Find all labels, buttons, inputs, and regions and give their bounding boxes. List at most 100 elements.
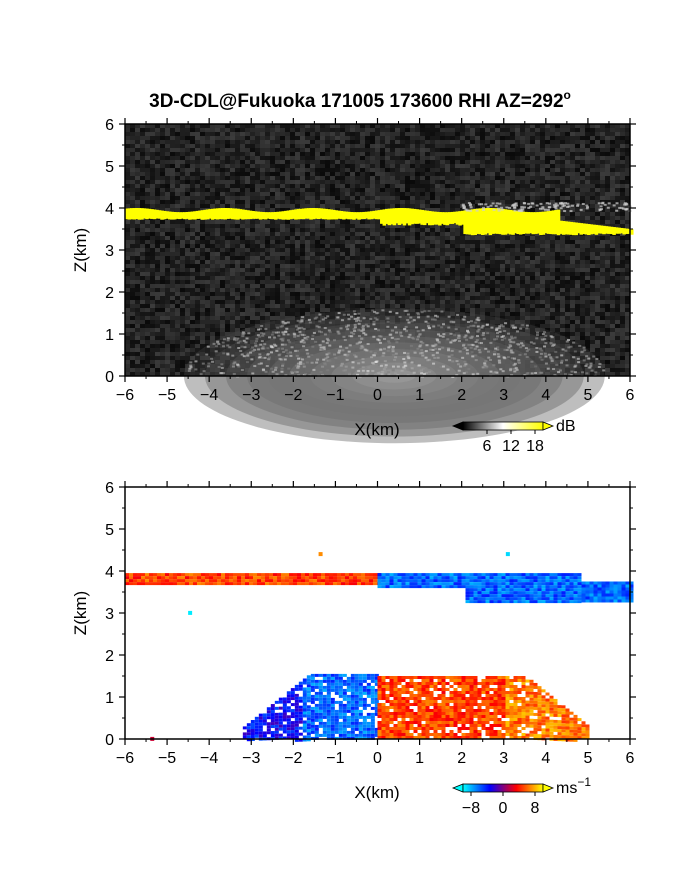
- noise-cell: [180, 164, 185, 168]
- noise-cell: [270, 196, 275, 200]
- noise-cell: [515, 284, 520, 288]
- noise-cell: [445, 132, 450, 136]
- noise-cell: [160, 300, 165, 304]
- noise-cell: [165, 292, 170, 296]
- noise-cell: [195, 144, 200, 148]
- noise-cell: [425, 124, 430, 128]
- noise-cell: [255, 188, 260, 192]
- noise-cell: [190, 124, 195, 128]
- noise-cell: [150, 152, 155, 156]
- noise-cell: [275, 308, 280, 312]
- noise-cell: [330, 280, 335, 284]
- noise-cell: [195, 292, 200, 296]
- noise-cell: [540, 308, 545, 312]
- noise-cell: [625, 220, 630, 224]
- noise-cell: [530, 128, 535, 132]
- noise-cell: [620, 124, 625, 128]
- noise-cell: [285, 196, 290, 200]
- noise-cell: [600, 272, 605, 276]
- noise-cell: [345, 268, 350, 272]
- noise-cell: [460, 172, 465, 176]
- noise-cell: [475, 164, 480, 168]
- noise-cell: [285, 168, 290, 172]
- noise-cell: [330, 180, 335, 184]
- noise-cell: [350, 160, 355, 164]
- noise-cell: [165, 248, 170, 252]
- noise-cell: [405, 128, 410, 132]
- noise-cell: [430, 312, 435, 316]
- noise-cell: [330, 164, 335, 168]
- noise-cell: [335, 276, 340, 280]
- noise-cell: [390, 292, 395, 296]
- noise-cell: [355, 256, 360, 260]
- noise-cell: [580, 156, 585, 160]
- noise-cell: [375, 260, 380, 264]
- noise-cell: [315, 244, 320, 248]
- noise-cell: [245, 140, 250, 144]
- noise-cell: [495, 240, 500, 244]
- noise-cell: [555, 184, 560, 188]
- noise-cell: [320, 320, 325, 324]
- noise-cell: [580, 312, 585, 316]
- noise-cell: [135, 160, 140, 164]
- noise-cell: [170, 300, 175, 304]
- noise-cell: [560, 312, 565, 316]
- noise-cell: [180, 148, 185, 152]
- noise-cell: [620, 260, 625, 264]
- noise-cell: [225, 280, 230, 284]
- noise-cell: [220, 180, 225, 184]
- noise-cell: [230, 240, 235, 244]
- noise-cell: [350, 304, 355, 308]
- noise-cell: [255, 220, 260, 224]
- noise-cell: [545, 172, 550, 176]
- noise-cell: [535, 128, 540, 132]
- noise-cell: [550, 240, 555, 244]
- noise-cell: [455, 288, 460, 292]
- noise-cell: [395, 184, 400, 188]
- noise-cell: [495, 296, 500, 300]
- noise-cell: [150, 288, 155, 292]
- noise-cell: [310, 192, 315, 196]
- noise-cell: [250, 132, 255, 136]
- noise-cell: [210, 312, 215, 316]
- noise-cell: [385, 200, 390, 204]
- noise-cell: [195, 148, 200, 152]
- noise-cell: [550, 152, 555, 156]
- noise-cell: [275, 236, 280, 240]
- noise-cell: [505, 316, 510, 320]
- noise-cell: [325, 204, 330, 208]
- noise-cell: [225, 220, 230, 224]
- noise-cell: [395, 240, 400, 244]
- noise-cell: [150, 252, 155, 256]
- noise-cell: [345, 292, 350, 296]
- noise-cell: [585, 304, 590, 308]
- noise-cell: [150, 148, 155, 152]
- noise-cell: [540, 284, 545, 288]
- noise-cell: [170, 180, 175, 184]
- noise-cell: [335, 208, 340, 212]
- noise-cell: [140, 292, 145, 296]
- noise-cell: [605, 312, 610, 316]
- noise-cell: [555, 300, 560, 304]
- noise-cell: [580, 172, 585, 176]
- noise-cell: [445, 140, 450, 144]
- noise-cell: [610, 256, 615, 260]
- noise-cell: [575, 236, 580, 240]
- noise-cell: [505, 288, 510, 292]
- noise-cell: [450, 156, 455, 160]
- noise-cell: [290, 276, 295, 280]
- noise-cell: [570, 304, 575, 308]
- noise-cell: [220, 280, 225, 284]
- noise-cell: [140, 192, 145, 196]
- noise-cell: [365, 176, 370, 180]
- noise-cell: [390, 296, 395, 300]
- noise-cell: [320, 228, 325, 232]
- noise-cell: [250, 252, 255, 256]
- noise-cell: [495, 124, 500, 128]
- noise-cell: [390, 312, 395, 316]
- noise-cell: [505, 248, 510, 252]
- noise-cell: [595, 264, 600, 268]
- noise-cell: [535, 288, 540, 292]
- noise-cell: [535, 140, 540, 144]
- noise-cell: [190, 160, 195, 164]
